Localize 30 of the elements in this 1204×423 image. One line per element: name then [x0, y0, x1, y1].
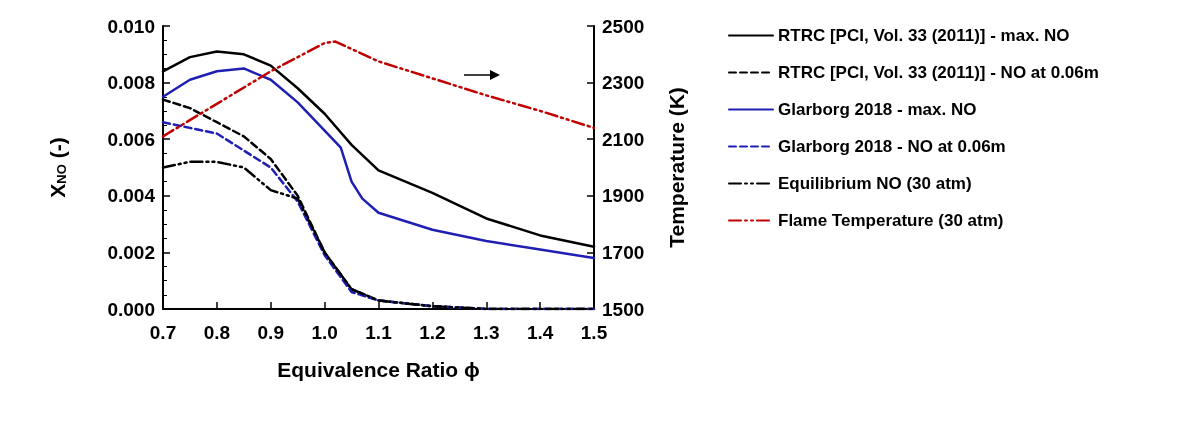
x-tick-label: 1.2 — [419, 322, 446, 343]
legend-label: Flame Temperature (30 atm) — [778, 211, 1004, 230]
y-tick-label: 0.010 — [107, 15, 155, 37]
y-axis-title: XNO (-) — [46, 137, 69, 198]
y-tick-label: 0.008 — [107, 72, 155, 94]
x-tick-label: 1.5 — [580, 322, 608, 343]
x-tick-label: 1.0 — [311, 322, 338, 343]
y2-tick-label: 2500 — [602, 15, 645, 37]
x-axis-title: Equivalence Ratio ϕ — [277, 358, 480, 381]
y-tick-label: 0.004 — [107, 185, 156, 207]
y-tick-label: 0.002 — [107, 241, 155, 263]
x-tick-label: 1.1 — [365, 322, 393, 343]
x-tick-label: 0.8 — [203, 322, 231, 343]
y2-tick-label: 1500 — [602, 298, 645, 320]
x-tick-label: 0.9 — [257, 322, 284, 343]
x-tick-label: 0.7 — [149, 322, 177, 343]
legend-label: Glarborg 2018 - NO at 0.06m — [778, 137, 1006, 156]
legend-label: RTRC [PCI, Vol. 33 (2011)] - NO at 0.06m — [778, 63, 1099, 82]
legend-label: Equilibrium NO (30 atm) — [778, 174, 972, 193]
y2-tick-label: 2100 — [602, 128, 645, 150]
y2-tick-label: 2300 — [602, 72, 645, 94]
y2-tick-label: 1700 — [602, 241, 645, 263]
x-tick-label: 1.3 — [473, 322, 500, 343]
y-tick-label: 0.006 — [107, 128, 155, 150]
y2-axis-title: Temperature (K) — [665, 87, 688, 248]
legend-label: RTRC [PCI, Vol. 33 (2011)] - max. NO — [778, 26, 1070, 45]
y-tick-label: 0.000 — [107, 298, 155, 320]
y2-tick-label: 1900 — [602, 185, 645, 207]
x-tick-label: 1.4 — [526, 322, 554, 343]
legend-label: Glarborg 2018 - max. NO — [778, 100, 977, 119]
